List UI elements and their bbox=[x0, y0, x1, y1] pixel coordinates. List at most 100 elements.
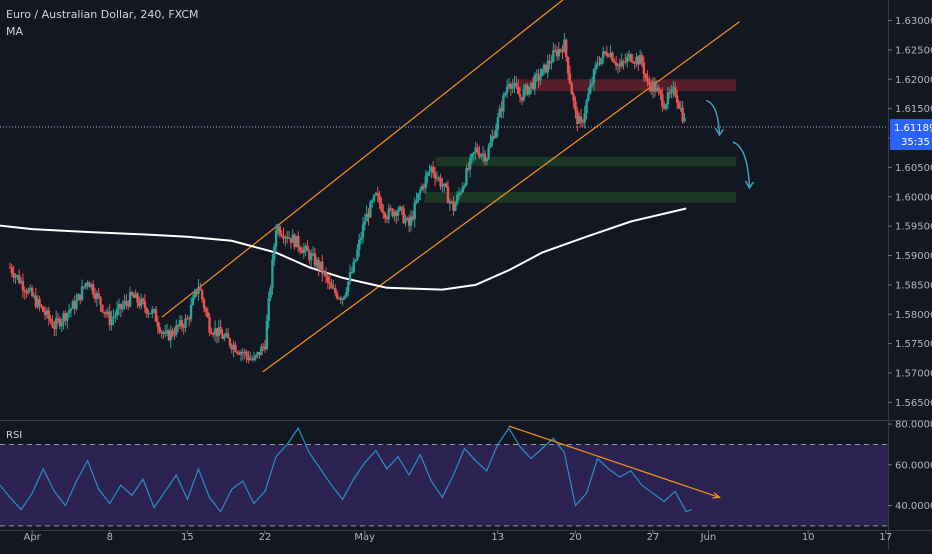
candle-body bbox=[481, 153, 485, 155]
candle-body bbox=[675, 95, 679, 103]
candle-body bbox=[598, 63, 601, 65]
candle-body bbox=[256, 351, 259, 356]
projection-arrow-head bbox=[744, 180, 755, 190]
candle-body bbox=[505, 86, 509, 94]
candle-body bbox=[515, 82, 518, 88]
candle-body bbox=[69, 308, 73, 311]
candle-body bbox=[80, 286, 84, 301]
candle-body bbox=[526, 84, 529, 95]
candle-body bbox=[485, 158, 488, 162]
candle-body bbox=[263, 346, 267, 350]
candle-body bbox=[132, 294, 135, 298]
candle-body bbox=[73, 301, 76, 309]
candle-body bbox=[295, 235, 298, 248]
candle-body bbox=[444, 183, 448, 187]
projection-arrow[interactable] bbox=[732, 141, 751, 189]
candle-body bbox=[321, 261, 324, 274]
candle-body bbox=[646, 78, 649, 82]
candle-body bbox=[58, 318, 62, 327]
candle-body bbox=[420, 185, 424, 190]
channel-line-lower[interactable] bbox=[262, 21, 740, 373]
candle-body bbox=[603, 51, 607, 53]
candle-body bbox=[258, 351, 261, 356]
candle-body bbox=[308, 251, 311, 261]
candle-body bbox=[136, 293, 139, 303]
candle-body bbox=[117, 303, 121, 309]
rsi-divergence-arrowhead bbox=[712, 492, 721, 499]
candle-body bbox=[206, 311, 209, 318]
candle-body bbox=[180, 320, 184, 327]
candle-body bbox=[542, 64, 546, 69]
candle-body bbox=[463, 185, 466, 187]
rsi-band-fill bbox=[0, 444, 888, 526]
candle-body bbox=[200, 290, 204, 300]
candle-body bbox=[583, 113, 586, 123]
candle-body bbox=[568, 73, 572, 84]
candle-body bbox=[478, 152, 481, 157]
candle-body bbox=[435, 177, 439, 179]
candle-body bbox=[670, 89, 673, 94]
candle-body bbox=[334, 288, 337, 294]
candle-body bbox=[662, 106, 666, 109]
rsi-divergence-line[interactable] bbox=[508, 425, 720, 498]
candle-body bbox=[581, 121, 585, 123]
candle-body bbox=[618, 64, 622, 67]
candle-body bbox=[635, 56, 638, 63]
candle-body bbox=[86, 282, 89, 284]
candle-body bbox=[42, 306, 45, 312]
candle-body bbox=[546, 60, 549, 73]
price-tick-label: 1.57000 bbox=[895, 369, 932, 380]
candle-body bbox=[237, 352, 241, 355]
candle-body bbox=[156, 321, 160, 327]
candle-body bbox=[613, 61, 616, 63]
candle-body bbox=[480, 154, 483, 157]
candle-body bbox=[576, 110, 579, 124]
candle-body bbox=[101, 304, 104, 312]
candle-body bbox=[378, 195, 381, 204]
candle-body bbox=[18, 275, 21, 283]
candle-body bbox=[528, 86, 531, 95]
candle-body bbox=[609, 52, 612, 57]
channel-line-upper[interactable] bbox=[161, 0, 578, 318]
candle-body bbox=[494, 129, 498, 138]
candle-body bbox=[332, 288, 335, 290]
candle-body bbox=[553, 50, 557, 52]
candle-body bbox=[79, 294, 82, 301]
candle-body bbox=[563, 39, 566, 53]
candle-body bbox=[115, 308, 119, 316]
candle-body bbox=[164, 332, 167, 335]
candle-body bbox=[383, 213, 387, 219]
candle-body bbox=[145, 308, 148, 314]
price-tick-label: 1.60000 bbox=[895, 192, 932, 203]
candle-body bbox=[67, 310, 71, 314]
candle-body bbox=[278, 226, 281, 235]
candle-body bbox=[319, 261, 322, 269]
candle-body bbox=[433, 173, 437, 179]
candle-body bbox=[393, 211, 396, 217]
candle-body bbox=[529, 82, 533, 87]
candle-body bbox=[167, 330, 171, 341]
candle-body bbox=[311, 253, 315, 255]
price-tick-label: 1.62000 bbox=[895, 75, 932, 86]
candle-body bbox=[448, 201, 452, 204]
candle-body bbox=[346, 281, 350, 292]
candle-body bbox=[437, 177, 440, 179]
candle-body bbox=[23, 290, 26, 292]
candle-body bbox=[605, 52, 609, 56]
price-tick-label: 1.61500 bbox=[895, 104, 932, 115]
time-tick-label: 27 bbox=[647, 532, 660, 543]
last-price-tag bbox=[890, 118, 932, 150]
projection-arrow[interactable] bbox=[705, 99, 721, 136]
candle-body bbox=[330, 283, 333, 289]
candle-body bbox=[176, 325, 180, 327]
candle-body bbox=[589, 85, 592, 94]
candle-body bbox=[348, 272, 352, 282]
candle-body bbox=[467, 168, 470, 170]
candle-body bbox=[282, 235, 285, 239]
candle-body bbox=[199, 287, 202, 291]
candle-body bbox=[267, 297, 270, 321]
candle-body bbox=[681, 107, 684, 122]
candle-body bbox=[8, 267, 12, 269]
